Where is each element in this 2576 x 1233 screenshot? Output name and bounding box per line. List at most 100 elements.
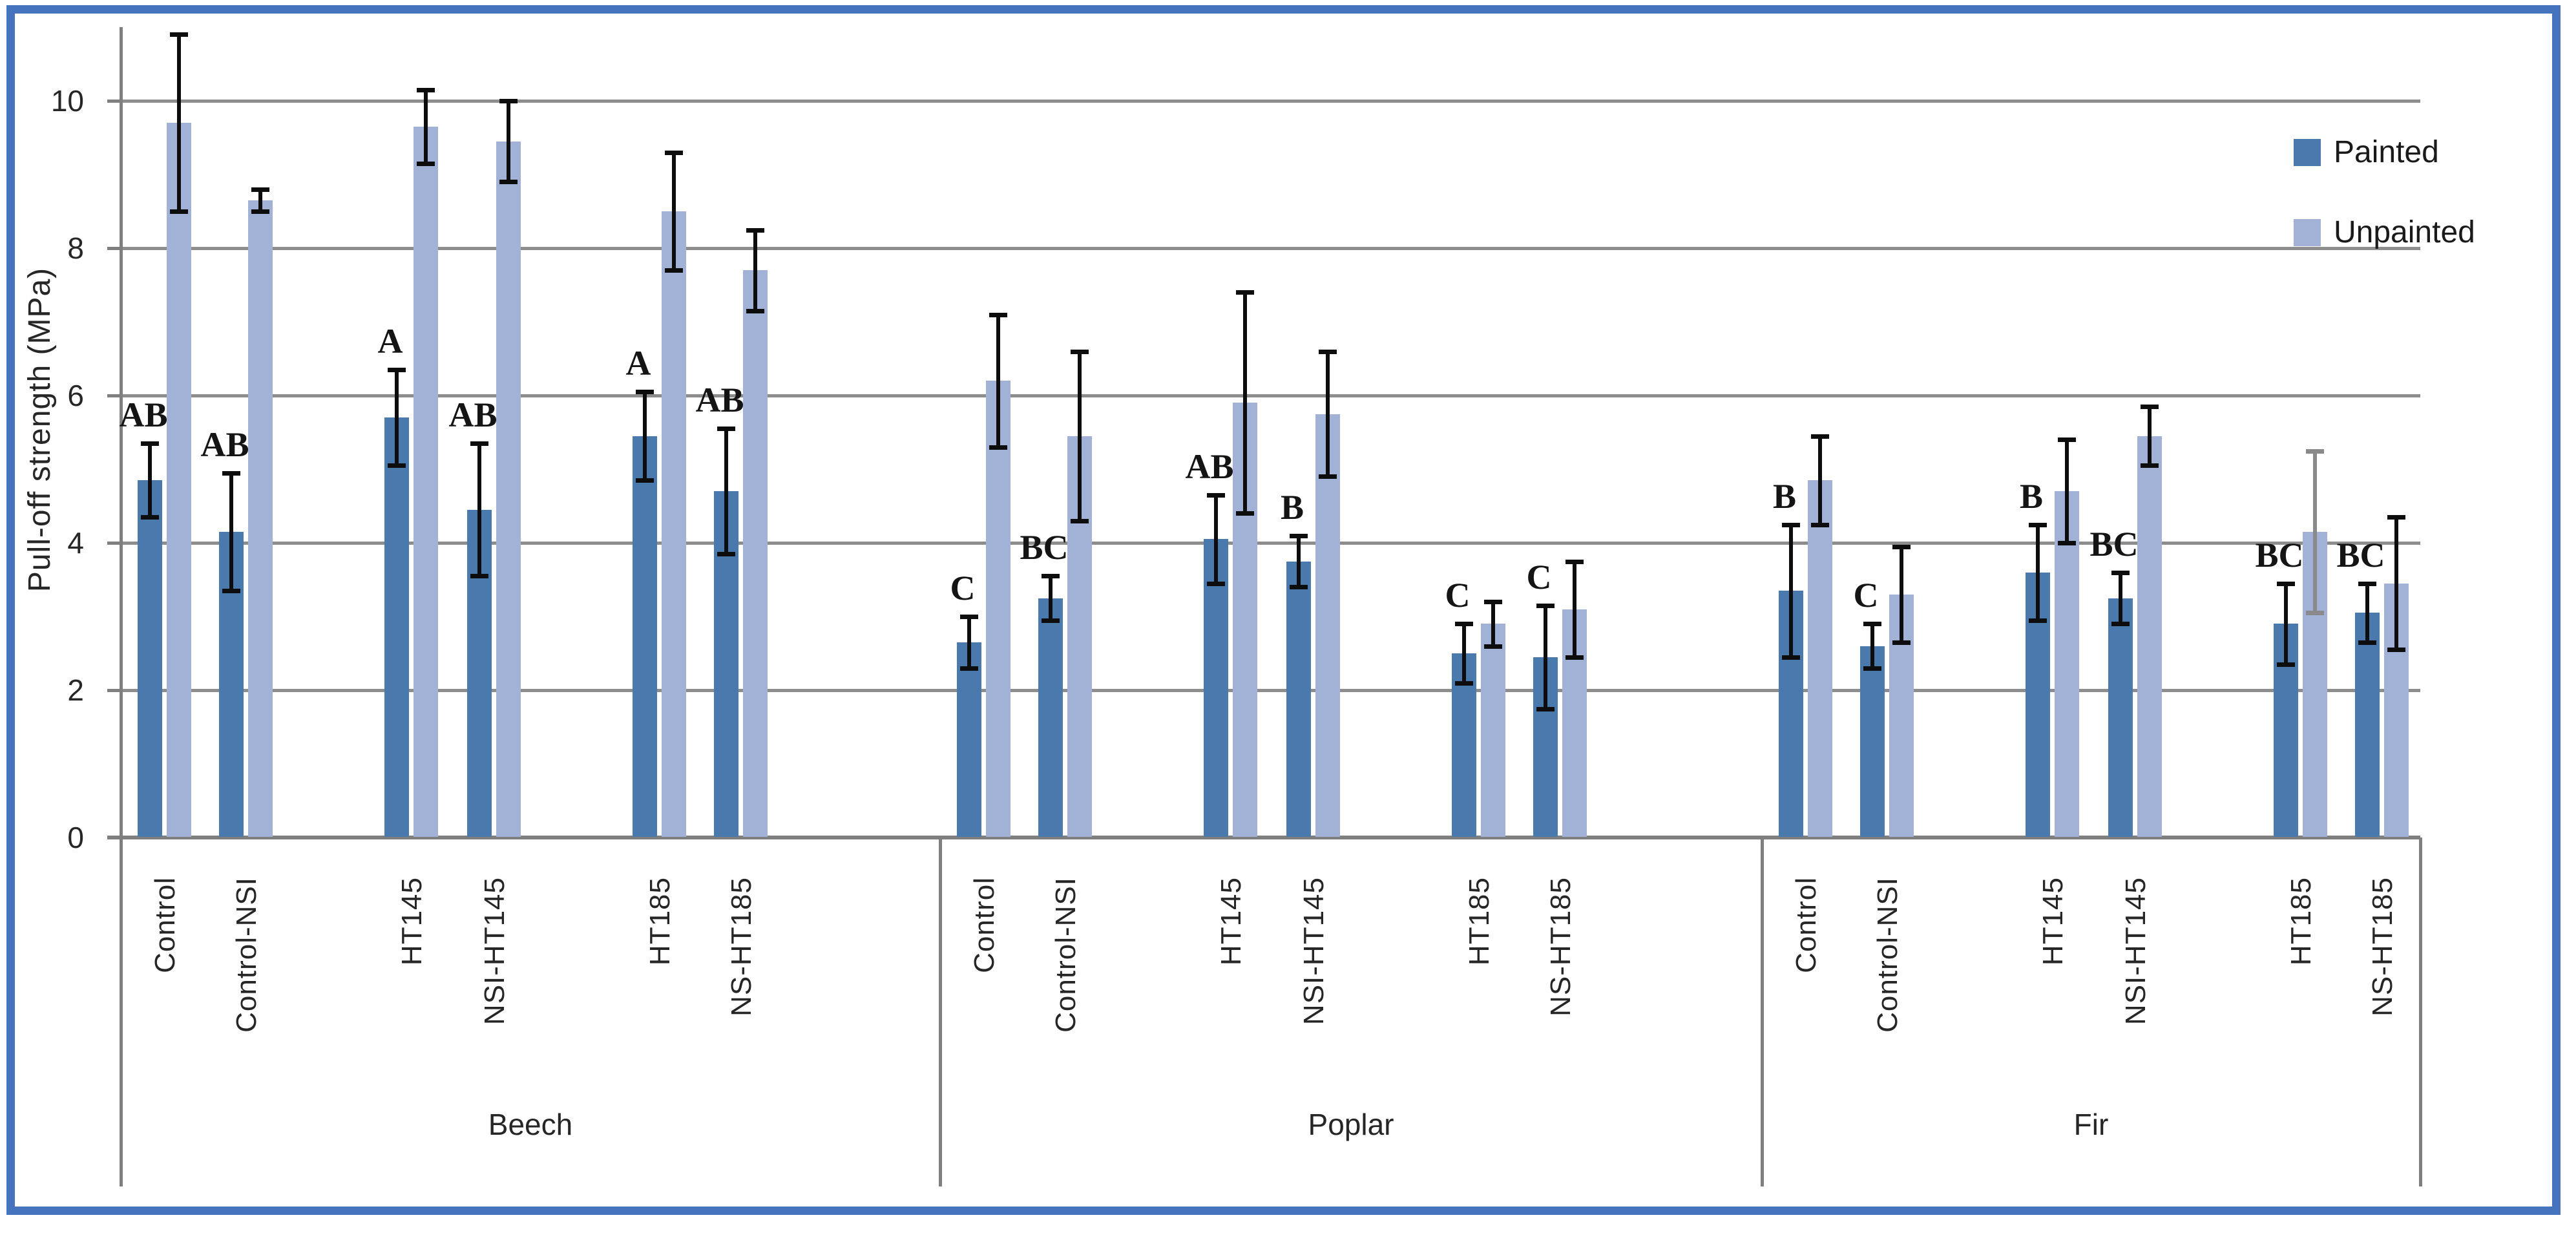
- error-bar-line: [967, 616, 971, 668]
- y-axis-title: Pull-off strength (MPa): [23, 267, 57, 593]
- error-bar-line: [148, 443, 152, 518]
- bar-unpainted-Poplar-NSI-HT145: [1315, 414, 1340, 837]
- bar-unpainted-Fir-HT145: [2055, 491, 2079, 837]
- category-label: Control-NSI: [1049, 877, 1082, 1033]
- error-bar-line: [1297, 535, 1301, 587]
- significance-letter: AB: [695, 381, 744, 420]
- error-bar-cap-top: [222, 470, 240, 476]
- error-bar-line: [643, 392, 647, 481]
- error-bar-cap-bottom: [2058, 541, 2076, 545]
- y-tick-label: 8: [67, 231, 84, 265]
- gridline: [121, 247, 2420, 250]
- group-label: Beech: [488, 1108, 573, 1141]
- legend-label-unpainted: Unpainted: [2334, 215, 2475, 249]
- error-bar-cap-top: [388, 368, 406, 373]
- error-bar-cap-top: [170, 32, 188, 37]
- error-bar-cap-top: [141, 441, 159, 447]
- error-bar-cap-top: [636, 390, 654, 395]
- error-bar-cap-bottom: [1207, 581, 1225, 586]
- error-bar-cap-top: [717, 427, 735, 432]
- y-tick-label: 2: [67, 673, 84, 707]
- error-bar-line: [1789, 524, 1793, 657]
- significance-letter: BC: [2336, 535, 2385, 574]
- legend-swatch-unpainted: [2294, 219, 2321, 246]
- category-label: Control: [968, 877, 1000, 973]
- error-bar-line: [1900, 546, 1903, 642]
- error-bar-cap-top: [2306, 448, 2324, 454]
- significance-letter: C: [1853, 576, 1879, 615]
- error-bar-cap-bottom: [222, 589, 240, 594]
- category-label: HT185: [1463, 877, 1495, 966]
- error-bar-cap-top: [2387, 515, 2405, 520]
- error-bar-line: [1491, 602, 1495, 646]
- group-divider: [120, 838, 123, 1186]
- error-bar-cap-bottom: [1319, 474, 1337, 480]
- bar-painted-Beech-HT145: [384, 417, 409, 837]
- category-label: Control: [1790, 877, 1822, 973]
- error-bar-cap-bottom: [1236, 511, 1254, 516]
- error-bar-cap-bottom: [1565, 655, 1584, 660]
- error-bar-cap-bottom: [1042, 618, 1060, 623]
- error-bar-cap-bottom: [141, 515, 159, 520]
- bar-painted-Poplar-Control: [957, 642, 981, 837]
- error-bar-cap-top: [499, 99, 518, 103]
- gridline: [121, 542, 2420, 545]
- error-bar-line: [2284, 583, 2288, 665]
- bar-unpainted-Beech-HT185: [662, 211, 686, 837]
- error-bar-cap-top: [470, 441, 488, 447]
- error-bar-line: [1462, 624, 1466, 683]
- bar-painted-Poplar-NSI-HT145: [1286, 561, 1311, 837]
- error-bar-cap-top: [1892, 544, 1911, 549]
- error-bar-cap-top: [251, 187, 269, 192]
- category-label: NSI-HT145: [2119, 877, 2152, 1026]
- error-bar-line: [724, 428, 728, 554]
- error-bar-cap-bottom: [717, 552, 735, 557]
- error-bar-cap-top: [1782, 522, 1800, 527]
- bar-painted-Fir-NS-HT185: [2355, 613, 2380, 837]
- significance-letter: AB: [200, 425, 249, 464]
- error-bar-line: [2394, 517, 2398, 650]
- significance-letter: AB: [1185, 447, 1234, 486]
- y-axis-tick: [107, 394, 121, 397]
- category-label: HT145: [395, 877, 428, 966]
- bar-unpainted-Fir-Control: [1808, 480, 1832, 837]
- error-bar-line: [424, 89, 428, 163]
- category-label: NS-HT185: [725, 877, 757, 1017]
- error-bar-line: [2065, 439, 2069, 543]
- error-bar-cap-bottom: [2029, 618, 2047, 623]
- y-axis-tick: [107, 542, 121, 545]
- error-bar-cap-top: [1042, 574, 1060, 579]
- category-label: HT145: [1215, 877, 1247, 966]
- category-label: HT185: [2285, 877, 2317, 966]
- error-bar-line: [2365, 583, 2369, 642]
- category-label: Control-NSI: [230, 877, 262, 1033]
- error-bar-cap-bottom: [1863, 666, 1881, 671]
- y-axis-tick: [107, 100, 121, 103]
- error-bar-cap-top: [2058, 437, 2076, 443]
- y-tick-label: 10: [50, 84, 84, 118]
- error-bar-line: [1544, 605, 1547, 709]
- significance-letter: A: [625, 344, 651, 383]
- y-tick-label: 4: [67, 526, 84, 560]
- x-axis-line: [107, 836, 2420, 839]
- error-bar-cap-top: [746, 227, 764, 233]
- significance-letter: BC: [2255, 535, 2304, 574]
- error-bar-line: [1573, 561, 1576, 657]
- error-bar-cap-bottom: [499, 180, 518, 185]
- error-bar-line: [507, 101, 510, 182]
- error-bar-cap-top: [960, 615, 978, 619]
- error-bar-line: [2313, 450, 2317, 613]
- legend-label-painted: Painted: [2334, 135, 2439, 169]
- error-bar-cap-top: [1319, 349, 1337, 354]
- error-bar-cap-bottom: [1536, 706, 1555, 711]
- error-bar-cap-top: [2358, 581, 2376, 586]
- error-bar-cap-top: [1207, 492, 1225, 498]
- bar-unpainted-Fir-NSI-HT145: [2137, 436, 2162, 837]
- error-bar-cap-top: [1536, 603, 1555, 608]
- bar-unpainted-Beech-Control: [167, 123, 191, 837]
- error-bar-line: [1078, 351, 1082, 521]
- error-bar-cap-top: [1863, 622, 1881, 627]
- gridline: [121, 100, 2420, 103]
- bar-unpainted-Beech-NSI-HT145: [496, 141, 521, 837]
